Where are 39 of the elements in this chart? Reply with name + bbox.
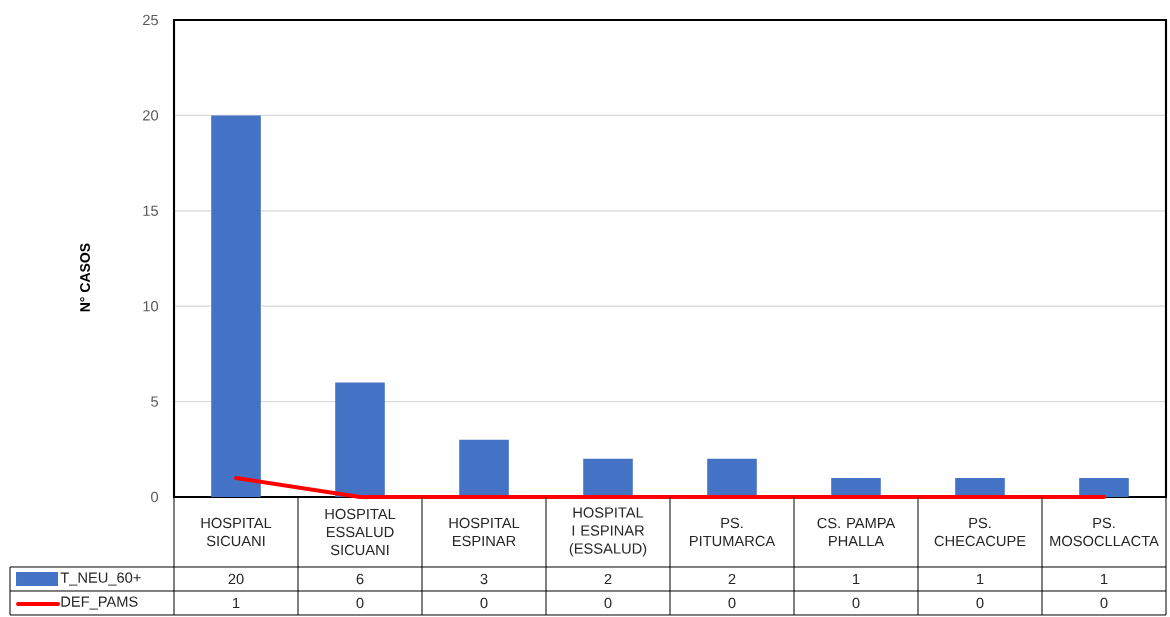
data-label: 0 [728,597,736,609]
data-label: 3 [480,573,488,585]
data-label: 1 [853,573,860,585]
y-axis-title: N° CASOS [80,243,90,312]
bar [1079,477,1129,497]
bar [211,115,261,497]
bar [335,382,385,497]
bar [459,439,509,497]
data-label: 0 [480,597,488,609]
y-tick-label: 15 [143,205,158,216]
bar [583,458,633,497]
y-tick-label: 10 [143,301,159,312]
data-label: 0 [976,597,984,609]
x-tick-label: HOSPITAL ESSALUD SICUANI [325,508,396,556]
data-label: 0 [604,597,612,609]
data-label: 2 [728,573,736,585]
data-label: 0 [1100,597,1108,609]
data-label: 1 [977,573,984,585]
legend-label: DEF_PAMS [61,596,138,610]
legend-label: T_NEU_60+ [60,572,141,586]
x-tick-label: HOSPITAL ESPINAR [449,517,520,547]
x-tick-label: PS. PITUMARCA [690,517,776,547]
data-label: 0 [356,597,364,609]
x-tick-label: PS. CHECACUPE [934,517,1026,547]
y-tick-label: 20 [143,110,159,121]
data-label: 20 [228,573,244,585]
x-tick-label: HOSPITAL I ESPINAR (ESSALUD) [569,507,647,557]
data-label: 2 [604,573,612,585]
bar [707,458,757,497]
data-label: 6 [356,573,364,585]
x-tick-label: PS. MOSOCLLACTA [1050,517,1159,547]
y-tick-label: 5 [151,396,159,407]
data-label: 1 [1101,573,1108,585]
x-tick-label: HOSPITAL SICUANI [201,517,272,547]
data-label: 0 [852,597,860,609]
x-tick-label: CS. PAMPA PHALLA [817,517,896,547]
y-tick-label: 25 [143,14,158,26]
y-tick-label: 0 [151,491,159,503]
data-label: 1 [233,597,240,609]
